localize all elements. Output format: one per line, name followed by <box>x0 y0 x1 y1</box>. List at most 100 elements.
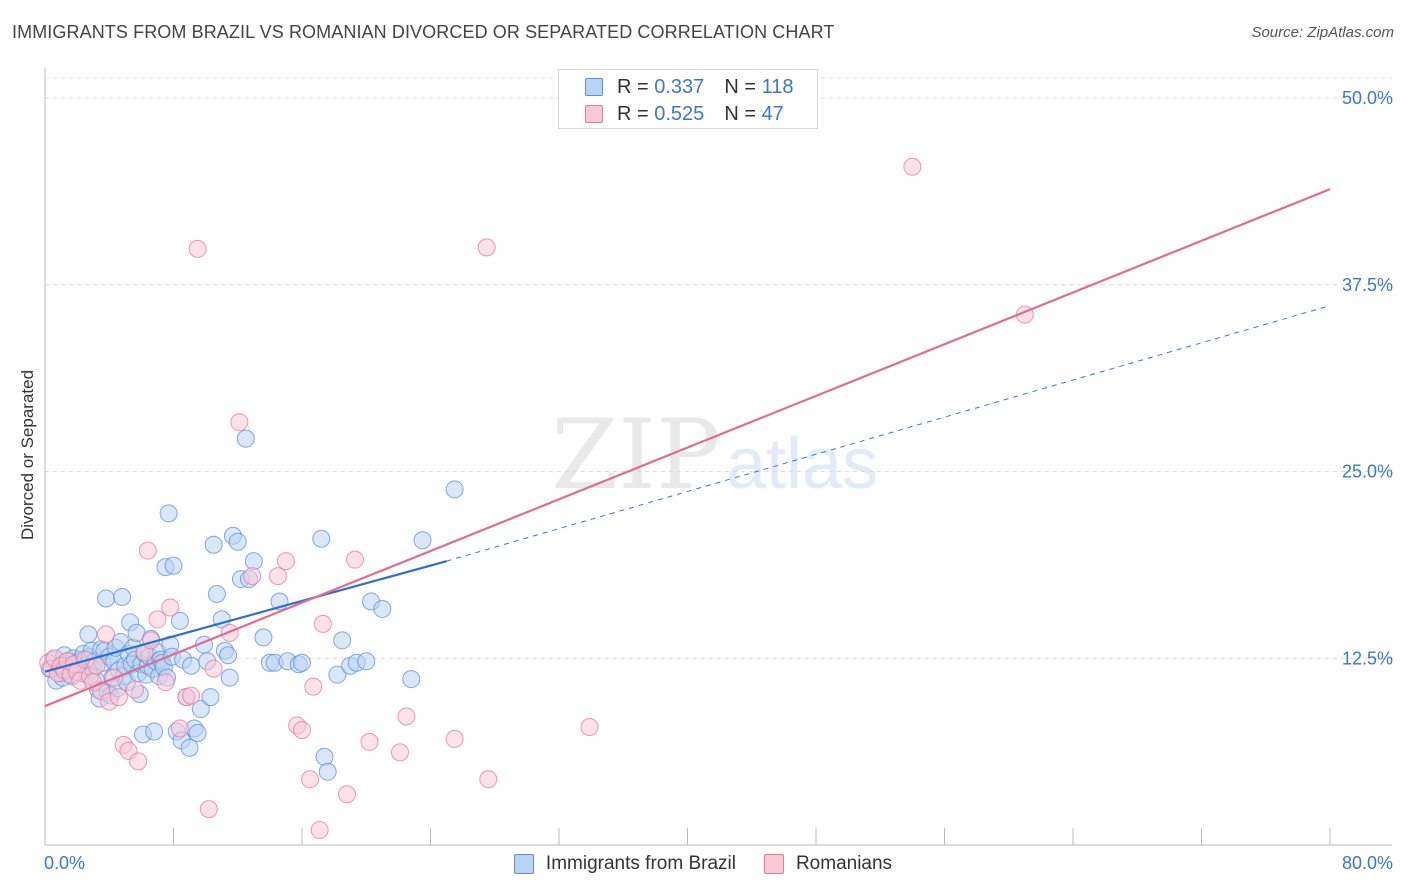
data-point <box>182 656 201 675</box>
legend-item-romanians: Romanians <box>763 853 893 875</box>
data-point <box>161 598 180 617</box>
legend-n-label: N = <box>724 102 756 125</box>
source-label: Source: ZipAtlas.com <box>1251 24 1394 41</box>
legend-item-brazil: Immigrants from Brazil <box>513 853 736 875</box>
data-point <box>129 752 148 771</box>
legend-r-label: R = <box>617 75 649 98</box>
data-point <box>373 599 392 618</box>
data-point <box>204 659 223 678</box>
data-point <box>310 821 329 840</box>
y-tick-label: 12.5% <box>1342 648 1393 668</box>
legend-n-value: 47 <box>761 102 784 125</box>
data-point <box>145 722 164 741</box>
data-point <box>360 732 379 751</box>
watermark: ZIP atlas <box>551 399 878 511</box>
data-point <box>164 556 183 575</box>
data-point <box>97 625 116 644</box>
trend-line-romanians <box>44 188 1331 708</box>
tick-labels: 12.5% 25.0% 37.5% 50.0% 0.0% 80.0% <box>44 88 1393 873</box>
data-point <box>402 670 421 689</box>
data-point <box>113 587 132 606</box>
y-tick-label: 25.0% <box>1342 462 1393 482</box>
data-point <box>243 567 262 586</box>
data-point <box>903 157 922 176</box>
legend-swatch-pink <box>585 105 603 123</box>
legend-label-romanians: Romanians <box>795 853 893 874</box>
legend-r-value: 0.337 <box>654 75 705 98</box>
series-brazil-points <box>40 429 464 781</box>
data-point <box>201 688 220 707</box>
legend-n-value: 118 <box>761 75 794 98</box>
data-point <box>219 646 238 665</box>
data-point <box>318 762 337 781</box>
correlation-legend: R = 0.337 N = 118 R = 0.525 N = 47 <box>558 69 818 129</box>
data-point <box>390 743 409 762</box>
data-point <box>328 665 347 684</box>
data-point <box>199 800 218 819</box>
data-point <box>109 688 128 707</box>
data-point <box>337 785 356 804</box>
data-point <box>204 535 223 554</box>
data-point <box>180 738 199 757</box>
data-point <box>312 529 331 548</box>
legend-swatch-pink <box>763 854 784 874</box>
data-point <box>188 723 207 742</box>
data-point <box>191 700 210 719</box>
data-point <box>580 717 599 736</box>
legend-row-brazil: R = 0.337 N = 118 <box>585 76 793 98</box>
x-tick-label: 80.0% <box>1342 853 1393 873</box>
data-point <box>313 614 332 633</box>
data-point <box>228 532 247 551</box>
watermark-atlas: atlas <box>726 424 878 504</box>
data-point <box>413 531 432 550</box>
data-point <box>477 238 496 257</box>
data-point <box>315 747 334 766</box>
data-point <box>293 653 311 672</box>
data-point <box>333 631 352 650</box>
legend-r-value: 0.525 <box>654 102 705 125</box>
chart-title: IMMIGRANTS FROM BRAZIL VS ROMANIAN DIVOR… <box>12 22 835 42</box>
legend-swatch-blue <box>585 78 603 96</box>
trend-line-brazil-extension <box>446 305 1331 562</box>
data-point <box>254 628 273 647</box>
data-point <box>138 541 157 560</box>
data-point <box>125 680 144 699</box>
y-axis-label: Divorced or Separated <box>18 370 37 540</box>
data-point <box>159 504 178 523</box>
y-tick-label: 50.0% <box>1342 88 1393 108</box>
data-point <box>301 770 320 789</box>
data-point <box>244 552 263 571</box>
y-tick-label: 37.5% <box>1342 275 1393 295</box>
trend-line-brazil <box>44 560 447 673</box>
data-point <box>445 480 464 499</box>
data-point <box>236 429 255 448</box>
data-point <box>188 239 207 258</box>
legend-swatch-blue <box>513 854 534 874</box>
data-point <box>230 413 249 432</box>
data-point <box>479 770 498 789</box>
data-point <box>79 625 98 644</box>
x-tick-label: 0.0% <box>44 853 85 873</box>
series-legend: Immigrants from Brazil Romanians <box>0 852 1406 876</box>
data-point <box>207 585 226 604</box>
legend-n-label: N = <box>724 75 756 98</box>
data-point <box>97 589 116 608</box>
legend-label-brazil: Immigrants from Brazil <box>545 853 736 874</box>
data-point <box>293 720 311 739</box>
series-romanians-points <box>39 157 1034 840</box>
data-point <box>170 719 189 738</box>
data-point <box>148 610 167 629</box>
data-point <box>346 550 365 569</box>
data-point <box>445 729 464 748</box>
data-point <box>304 677 323 696</box>
data-point <box>397 707 416 726</box>
data-point <box>357 652 376 671</box>
data-point <box>276 552 295 571</box>
data-point <box>268 567 287 586</box>
legend-r-label: R = <box>617 102 649 125</box>
data-point <box>220 668 239 687</box>
trend-lines <box>44 188 1331 708</box>
data-point <box>170 611 189 630</box>
data-point <box>182 686 201 705</box>
